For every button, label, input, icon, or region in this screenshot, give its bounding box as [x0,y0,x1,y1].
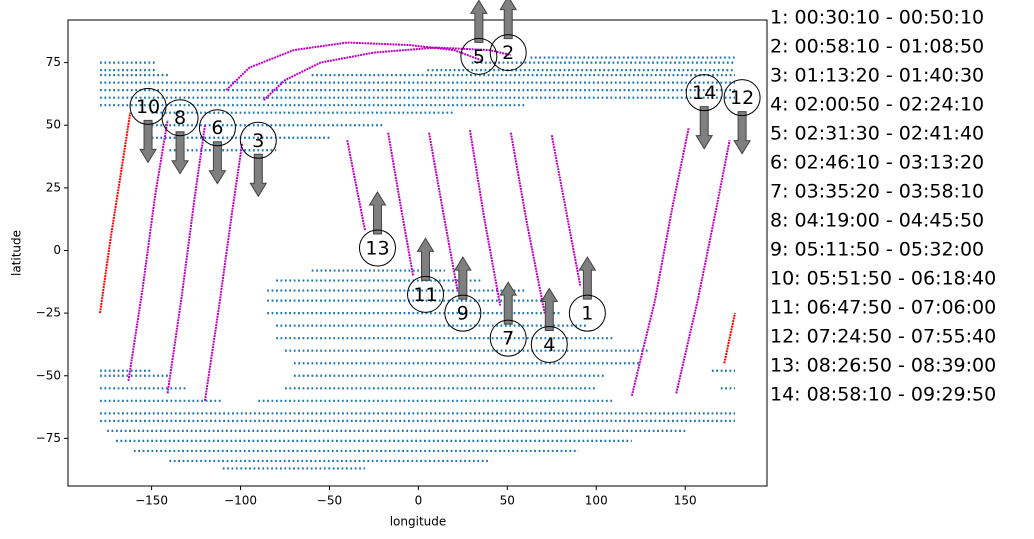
x-tick-label: −150 [135,494,168,508]
y-tick-label: 75 [46,55,61,69]
annotation-circle [489,319,527,357]
annotation-circle [460,37,498,75]
x-tick-label: −50 [317,494,342,508]
y-tick-label: 25 [46,180,61,194]
annotation-arrow [368,191,387,235]
track [428,132,459,291]
annotation-label: 11 [413,284,437,306]
time-window: 10: 05:51:50 - 06:18:40 [770,268,996,290]
annotation-circle [198,109,236,147]
annotation-arrow [453,256,472,300]
y-axis-label: latitude [10,230,24,276]
annotation-arrow [499,0,518,40]
y-tick-label: −75 [36,431,61,445]
track [99,112,132,314]
time-window: 14: 08:58:10 - 09:29:50 [770,384,996,406]
annotation-label: 1 [581,303,593,325]
annotation-arrow [499,281,518,325]
track [203,142,244,401]
annotation-circle [161,99,199,137]
annotation-circle [530,325,568,363]
time-window: 3: 01:13:20 - 01:40:30 [770,65,984,87]
annotation-arrow [171,131,189,175]
annotation-arrow [469,0,488,43]
time-window: 8: 04:19:00 - 04:45:50 [770,210,984,232]
annotation-label: 3 [252,130,264,152]
annotation-label: 6 [211,117,223,139]
track [262,46,512,101]
x-tick-label: 100 [585,494,608,508]
annotation-arrow [416,237,435,281]
track [550,135,582,286]
track [387,132,415,276]
time-window: 4: 02:00:50 - 02:24:10 [770,94,984,116]
annotation-arrow [208,141,227,185]
track [127,120,169,381]
y-tick-label: 0 [53,243,61,257]
track [468,130,502,306]
annotation-circle [723,79,761,117]
annotation-circle [358,229,396,267]
time-window: 13: 08:26:50 - 08:39:00 [770,355,996,377]
annotation-label: 13 [365,237,389,259]
time-window: 7: 03:35:20 - 03:58:10 [770,181,984,203]
x-axis-label: longitude [390,515,447,529]
time-window: 1: 00:30:10 - 00:50:10 [770,7,984,29]
annotation-circle [489,34,527,72]
track [675,140,731,394]
annotation-arrow [540,287,559,331]
time-window: 2: 00:58:10 - 01:08:50 [770,36,984,58]
annotation-label: 5 [473,46,485,68]
annotation-arrow [578,256,597,300]
time-window: 9: 05:11:50 - 05:32:00 [770,239,984,261]
annotation-circle [239,121,277,159]
annotation-circle [685,74,723,112]
annotation-label: 14 [692,82,716,104]
y-tick-label: −50 [36,368,61,382]
annotation-label: 9 [457,303,469,325]
time-window: 12: 07:24:50 - 07:55:40 [770,326,996,348]
annotation-label: 12 [730,87,754,109]
time-window: 6: 02:46:10 - 03:13:20 [770,152,984,174]
annotation-label: 7 [502,328,514,350]
annotation-label: 10 [136,96,160,118]
annotation-label: 8 [174,107,186,129]
track [723,312,736,364]
annotation-arrow [139,119,157,164]
x-tick-label: 0 [415,494,423,508]
track [225,41,481,91]
x-tick-label: −100 [224,494,257,508]
time-window: 11: 06:47:50 - 07:06:00 [770,297,996,319]
annotation-arrow [733,111,751,155]
annotation-arrow [695,106,714,150]
track [509,132,546,314]
x-tick-label: 150 [674,494,697,508]
annotation-label: 4 [543,334,555,356]
track [630,127,690,397]
track [346,140,367,231]
annotation-arrow [249,153,268,198]
axes-frame [67,19,768,487]
y-tick-label: 50 [46,118,61,132]
y-tick-label: −25 [36,306,61,320]
annotation-circle [444,294,482,332]
x-tick-label: 50 [500,494,515,508]
annotation-circle [407,275,445,313]
annotation-label: 2 [502,42,514,64]
annotation-circle [568,294,606,332]
time-window: 5: 02:31:30 - 02:41:40 [770,123,984,145]
track [166,125,206,394]
